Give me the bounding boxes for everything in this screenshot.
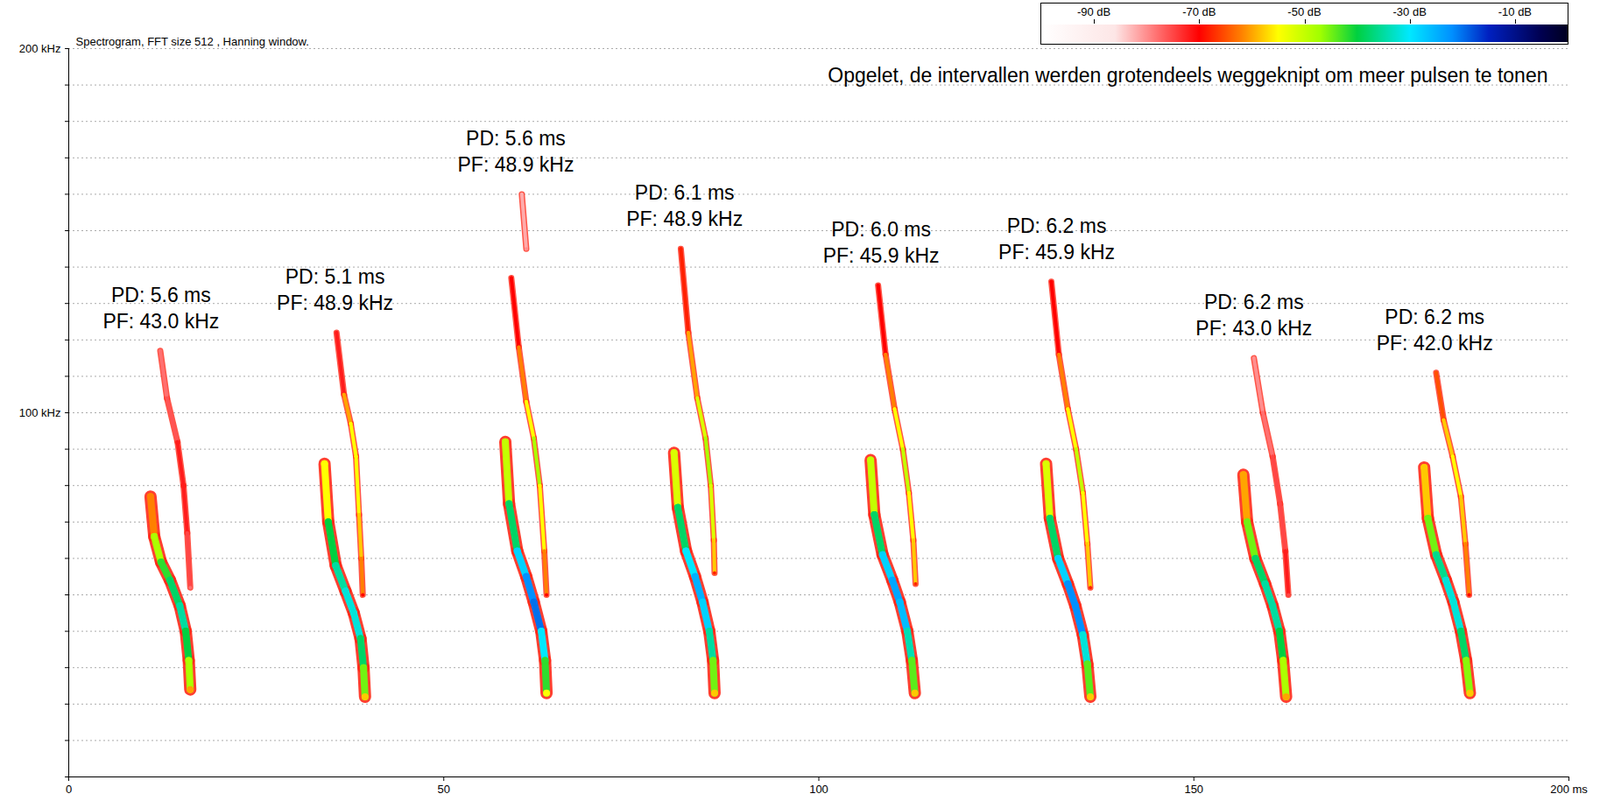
svg-text:PD: 6.2 msPF: 42.0 kHz: PD: 6.2 msPF: 42.0 kHz: [1376, 305, 1494, 355]
svg-text:PD: 5.6 msPF: 48.9 kHz: PD: 5.6 msPF: 48.9 kHz: [458, 126, 575, 177]
html-text:-70 dB: -70 dB: [1182, 5, 1216, 19]
svg-text:200 ms: 200 ms: [1550, 782, 1588, 797]
svg-text:PD: 5.6 msPF: 43.0 kHz: PD: 5.6 msPF: 43.0 kHz: [102, 283, 219, 333]
svg-text:PD: 6.2 msPF: 45.9 kHz: PD: 6.2 msPF: 45.9 kHz: [998, 214, 1115, 264]
svg-text:Opgelet, de intervallen werden: Opgelet, de intervallen werden grotendee…: [827, 63, 1548, 87]
html-text:-90 dB: -90 dB: [1077, 5, 1111, 19]
svg-text:0: 0: [65, 782, 72, 797]
svg-text:PD: 6.0 msPF: 45.9 kHz: PD: 6.0 msPF: 45.9 kHz: [823, 218, 940, 268]
html-text:-10 dB: -10 dB: [1498, 5, 1532, 19]
svg-text:50: 50: [437, 782, 451, 797]
svg-text:100 kHz: 100 kHz: [19, 406, 62, 420]
html-text:-30 dB: -30 dB: [1392, 5, 1427, 19]
svg-text:200 kHz: 200 kHz: [19, 42, 62, 56]
svg-text:100: 100: [809, 782, 829, 797]
svg-text:PD: 6.2 msPF: 43.0 kHz: PD: 6.2 msPF: 43.0 kHz: [1195, 290, 1312, 340]
svg-text:PD: 5.1 msPF: 48.9 kHz: PD: 5.1 msPF: 48.9 kHz: [276, 265, 394, 315]
svg-text:PD: 6.1 msPF: 48.9 kHz: PD: 6.1 msPF: 48.9 kHz: [626, 181, 743, 231]
html-text:-50 dB: -50 dB: [1287, 5, 1322, 19]
svg-text:Spectrogram, FFT size 512 , Ha: Spectrogram, FFT size 512 , Hanning wind…: [76, 35, 310, 49]
svg-text:150: 150: [1184, 782, 1204, 797]
